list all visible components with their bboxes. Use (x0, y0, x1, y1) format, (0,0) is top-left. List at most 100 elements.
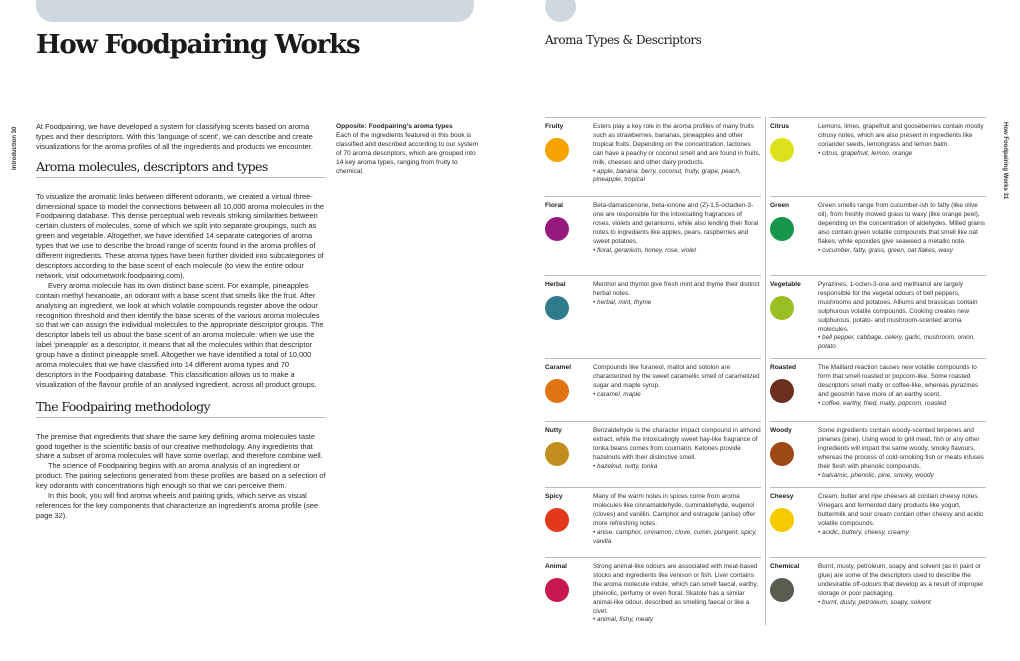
aroma-type-label: Caramel (545, 364, 572, 371)
aroma-text: Pyrazines, 1-octen-3-one and methianol a… (818, 281, 978, 333)
aroma-type-vegetable: Vegetable Pyrazines, 1-octen-3-one and m… (770, 275, 986, 358)
paragraph: The premise that ingredients that share … (36, 431, 323, 461)
paragraph: To visualize the aromatic links between … (36, 191, 325, 280)
aroma-description: Menthol and thymol give fresh mint and t… (593, 281, 761, 308)
aroma-type-chemical: Chemical Burnt, musty, petroleum, soapy … (770, 557, 986, 627)
header-dot-decoration (545, 0, 576, 22)
aroma-color-dot-icon (545, 508, 569, 532)
caption: Opposite: Foodpairing's aroma types Each… (336, 122, 482, 176)
aroma-descriptors: • burnt, dusty, petroleum, soapy, solven… (818, 598, 931, 606)
aroma-descriptors: • floral, geranium, honey, rose, violet (593, 246, 696, 254)
aroma-color-dot-icon (545, 578, 569, 602)
aroma-type-label: Fruity (545, 123, 564, 130)
running-head-left: Introduction 30 (12, 126, 18, 170)
aroma-description: Some ingredients contain woody-scented t… (818, 427, 986, 480)
aroma-color-dot-icon (770, 296, 794, 320)
aroma-type-citrus: Citrus Lemons, limes, grapefruit and goo… (770, 117, 986, 196)
aroma-color-dot-icon (770, 508, 794, 532)
section-heading: The Foodpairing methodology (36, 400, 326, 418)
aroma-column: Citrus Lemons, limes, grapefruit and goo… (770, 117, 986, 627)
aroma-type-label: Vegetable (770, 281, 801, 288)
aroma-text: Burnt, musty, petroleum, soapy and solve… (818, 563, 984, 597)
header-bar-decoration (36, 0, 474, 22)
aroma-text: Green smells range from cucumber-ish to … (818, 202, 985, 245)
aroma-description: Lemons, limes, grapefruit and gooseberri… (818, 123, 986, 159)
aroma-color-dot-icon (545, 442, 569, 466)
aroma-description: Many of the warm notes in spices come fr… (593, 493, 761, 546)
aroma-text: Some ingredients contain woody-scented t… (818, 427, 984, 470)
aroma-descriptors: • coffee, earthy, fried, malty, popcorn,… (818, 399, 947, 407)
caption-text: Each of the ingredients featured in this… (336, 132, 479, 175)
aroma-color-dot-icon (545, 217, 569, 241)
aroma-description: Green smells range from cucumber-ish to … (818, 202, 986, 255)
aroma-text: The Maillard reaction causes new volatil… (818, 364, 979, 398)
aroma-color-dot-icon (545, 138, 569, 162)
aroma-text: Many of the warm notes in spices come fr… (593, 493, 756, 527)
aroma-descriptors: • herbal, mint, thyme (593, 298, 652, 306)
aroma-color-dot-icon (770, 217, 794, 241)
aroma-descriptors: • caramel, maple (593, 390, 641, 398)
aroma-text: Menthol and thymol give fresh mint and t… (593, 281, 760, 297)
aroma-text: Esters play a key role in the aroma prof… (593, 123, 761, 166)
aroma-description: Compounds like furaneol, maltol and soto… (593, 364, 761, 400)
aroma-type-label: Chemical (770, 563, 800, 570)
aroma-color-dot-icon (545, 296, 569, 320)
aroma-type-cheesy: Cheesy Cream, butter and ripe cheeses al… (770, 487, 986, 557)
aroma-type-label: Floral (545, 202, 563, 209)
aroma-text: Strong animal-like odours are associated… (593, 563, 759, 615)
aroma-description: Burnt, musty, petroleum, soapy and solve… (818, 563, 986, 608)
caption-title: Opposite: Foodpairing's aroma types (336, 123, 453, 130)
aroma-color-dot-icon (770, 138, 794, 162)
aroma-type-animal: Animal Strong animal-like odours are ass… (545, 557, 761, 627)
running-head-right: How Foodpairing Works 31 (1002, 122, 1008, 200)
aroma-description: Pyrazines, 1-octen-3-one and methianol a… (818, 281, 986, 352)
aroma-descriptors: • acidic, buttery, cheesy, creamy (818, 528, 909, 536)
aroma-color-dot-icon (770, 442, 794, 466)
paragraph: The science of Foodpairing begins with a… (36, 461, 326, 491)
aroma-type-label: Animal (545, 563, 567, 570)
aroma-type-caramel: Caramel Compounds like furaneol, maltol … (545, 358, 761, 421)
aroma-type-woody: Woody Some ingredients contain woody-sce… (770, 421, 986, 487)
aroma-description: The Maillard reaction causes new volatil… (818, 364, 986, 409)
page-title: How Foodpairing Works (36, 30, 361, 60)
aroma-type-label: Cheesy (770, 493, 794, 500)
aroma-text: Compounds like furaneol, maltol and soto… (593, 364, 760, 389)
aroma-descriptors: • animal, fishy, meaty (593, 616, 654, 624)
aroma-descriptors: • anise, camphor, cinnamon, clove, cumin… (593, 528, 757, 545)
aroma-type-spicy: Spicy Many of the warm notes in spices c… (545, 487, 761, 557)
aroma-text: Beta-damascenone, beta-ionone and (Z)-1,… (593, 202, 759, 245)
aroma-types-grid: Fruity Esters play a key role in the aro… (545, 117, 986, 627)
aroma-type-herbal: Herbal Menthol and thymol give fresh min… (545, 275, 761, 358)
intro-paragraph: At Foodpairing, we have developed a syst… (36, 122, 313, 151)
column-divider (765, 117, 766, 625)
aroma-type-label: Herbal (545, 281, 566, 288)
aroma-text: Lemons, limes, grapefruit and gooseberri… (818, 123, 984, 148)
aroma-column: Fruity Esters play a key role in the aro… (545, 117, 761, 627)
aroma-description: Beta-damascenone, beta-ionone and (Z)-1,… (593, 202, 761, 255)
aroma-type-label: Woody (770, 427, 792, 434)
section-heading: Aroma molecules, descriptors and types (36, 160, 326, 178)
aroma-descriptors: • hazelnut, nutty, tonka (593, 462, 658, 470)
aroma-descriptors: • citrus, grapefruit, lemon, orange (818, 149, 913, 157)
aroma-type-label: Nutty (545, 427, 562, 434)
aroma-text: Cream, butter and ripe cheeses all conta… (818, 493, 984, 527)
aroma-type-label: Citrus (770, 123, 790, 130)
aroma-text: Benzaldehyde is the character impact com… (593, 427, 761, 461)
aroma-color-dot-icon (545, 379, 569, 403)
paragraph: In this book, you will find aroma wheels… (36, 491, 318, 520)
aroma-description: Strong animal-like odours are associated… (593, 563, 761, 625)
aroma-color-dot-icon (770, 578, 794, 602)
aroma-descriptors: • cucumber, fatty, grass, green, oat fla… (818, 246, 953, 254)
aroma-type-roasted: Roasted The Maillard reaction causes new… (770, 358, 986, 421)
aroma-type-green: Green Green smells range from cucumber-i… (770, 196, 986, 275)
aroma-type-label: Green (770, 202, 790, 209)
aroma-description: Benzaldehyde is the character impact com… (593, 427, 761, 472)
aroma-type-label: Spicy (545, 493, 563, 500)
aroma-type-nutty: Nutty Benzaldehyde is the character impa… (545, 421, 761, 487)
aroma-description: Cream, butter and ripe cheeses all conta… (818, 493, 986, 538)
aroma-type-label: Roasted (770, 364, 797, 371)
aroma-type-floral: Floral Beta-damascenone, beta-ionone and… (545, 196, 761, 275)
aroma-descriptors: • bell pepper, cabbage, celery, garlic, … (818, 334, 976, 351)
aroma-color-dot-icon (770, 379, 794, 403)
left-body: At Foodpairing, we have developed a syst… (36, 122, 326, 521)
